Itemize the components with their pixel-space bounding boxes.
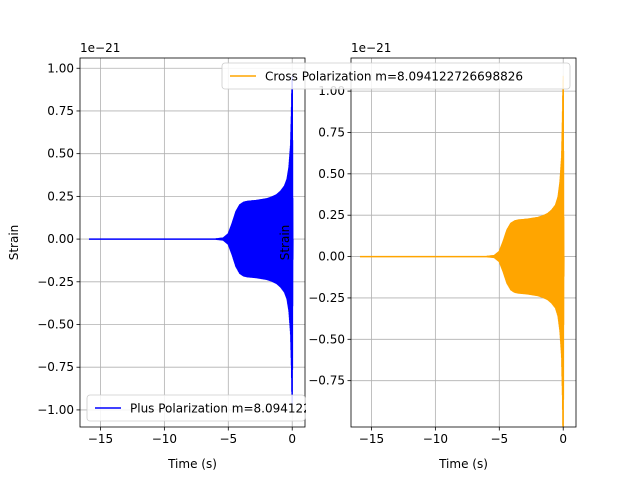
y-tick-label: −0.25 [308, 291, 345, 305]
cross-polarization-panel: −15 −10 −5 0 −0.75 −0.50 −0.25 0.00 0.25 0.50 0.75… [278, 41, 577, 471]
x-tick-label: −15 [359, 432, 384, 446]
axes-frame [350, 57, 577, 428]
y-tick-label: 0.50 [47, 147, 74, 161]
x-axis-label: Time (s) [438, 457, 488, 471]
y-tick-label: 0.50 [318, 167, 345, 181]
x-tick-label: −15 [88, 432, 113, 446]
y-tick-label: 0.25 [47, 189, 74, 203]
x-axis-label: Time (s) [167, 457, 217, 471]
legend: Plus Polarization m=8.094122726698826 [86, 394, 380, 422]
y-tick-label: −0.75 [308, 374, 345, 388]
y-tick-label: 0.75 [47, 104, 74, 118]
y-tick-label: 0.00 [47, 232, 74, 246]
legend: Cross Polarization m=8.094122726698826 [221, 62, 571, 90]
y-tick-label: −0.75 [37, 360, 74, 374]
y-axis-label: Strain [278, 225, 292, 261]
legend-label: Plus Polarization m=8.094122726698826 [130, 402, 380, 416]
legend-content: Plus Polarization m=8.094122726698826 [95, 402, 380, 416]
y-offset-label: 1e−21 [351, 41, 391, 55]
series-line [359, 75, 565, 427]
y-tick-label: 0.00 [318, 250, 345, 264]
y-offset-label: 1e−21 [80, 41, 120, 55]
x-tick-label: −10 [152, 432, 177, 446]
y-tick-label: 0.25 [318, 208, 345, 222]
series-line [88, 76, 294, 406]
waveform-path [88, 76, 294, 406]
y-tick-label: −0.50 [308, 332, 345, 346]
x-tick-label: 0 [559, 432, 567, 446]
y-tick-label: 0.75 [318, 125, 345, 139]
y-tick-label: −1.00 [37, 403, 74, 417]
legend-label: Cross Polarization m=8.094122726698826 [265, 70, 523, 84]
legend-content: Cross Polarization m=8.094122726698826 [230, 70, 523, 84]
axes-frame [79, 57, 306, 428]
plus-polarization-panel: −15 −10 −5 0 −1.00 −0.75 −0.50 −0.25 0.00 0.25 0.5… [7, 41, 306, 471]
waveform-path [359, 75, 565, 427]
y-axis-label: Strain [7, 225, 21, 261]
legend-box [221, 62, 571, 90]
x-tick-label: −5 [490, 432, 508, 446]
x-tick-label: −5 [219, 432, 237, 446]
x-tick-label: 0 [288, 432, 296, 446]
y-tick-label: −0.50 [37, 318, 74, 332]
y-tick-label: 1.00 [47, 61, 74, 75]
y-tick-label: −0.25 [37, 275, 74, 289]
x-tick-label: −10 [423, 432, 448, 446]
legend-box [86, 394, 306, 422]
